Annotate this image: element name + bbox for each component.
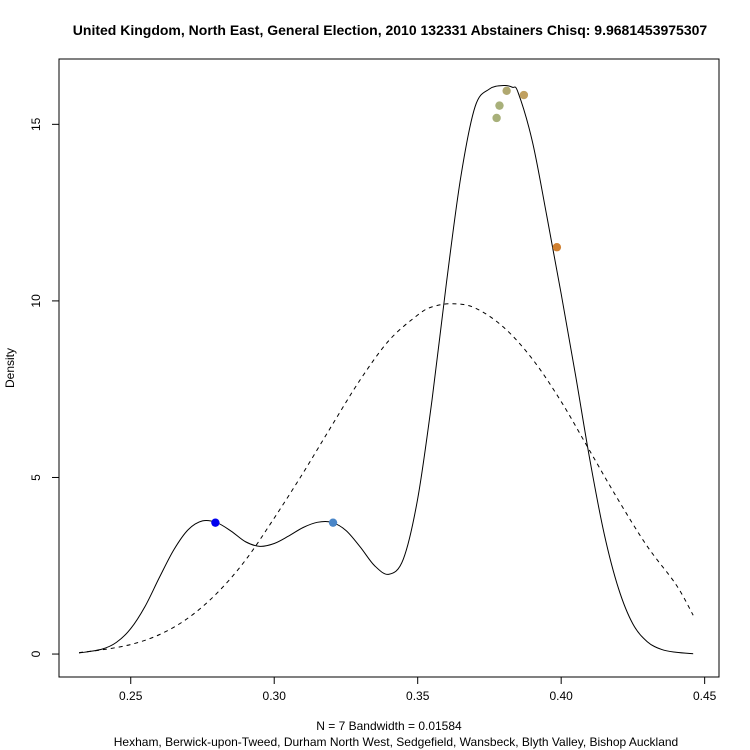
y-tick-label: 0 [29, 650, 43, 657]
y-axis: 0 5 10 15 [29, 117, 60, 657]
data-point [519, 90, 529, 100]
data-point [552, 243, 562, 252]
y-tick-label: 10 [29, 294, 43, 308]
dashed-density-curve [79, 303, 694, 654]
x-tick-label: 0.30 [263, 689, 287, 703]
density-curve [79, 84, 694, 655]
x-axis-label-line1: N = 7 Bandwidth = 0.01584 [316, 719, 462, 733]
x-tick-label: 0.40 [549, 689, 573, 703]
data-point [495, 101, 504, 110]
x-axis: 0.25 0.30 0.35 0.40 0.45 [119, 676, 717, 703]
y-axis-label: Density [3, 348, 17, 388]
x-tick-label: 0.25 [119, 689, 143, 703]
plot-area [79, 84, 694, 655]
chart-title: United Kingdom, North East, General Elec… [73, 22, 708, 38]
data-point [492, 113, 501, 123]
data-point [211, 518, 220, 527]
y-tick-label: 5 [29, 474, 43, 481]
x-axis-label-line2: Hexham, Berwick-upon-Tweed, Durham North… [114, 735, 678, 749]
x-tick-label: 0.35 [406, 689, 430, 703]
data-point [502, 86, 511, 95]
data-point [328, 518, 338, 527]
y-tick-label: 15 [29, 117, 43, 131]
plot-frame [58, 58, 720, 678]
x-tick-label: 0.45 [693, 689, 717, 703]
